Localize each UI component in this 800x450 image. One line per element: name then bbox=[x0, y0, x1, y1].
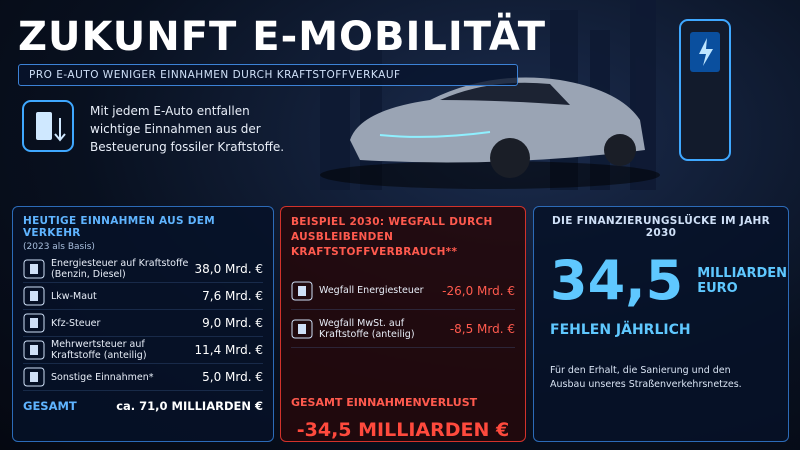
row-label: Wegfall Energiesteuer bbox=[319, 285, 424, 296]
row-value: -8,5 Mrd. € bbox=[449, 321, 515, 336]
panel-heading: HEUTIGE EINNAHMEN AUS DEM VERKEHR bbox=[23, 215, 216, 239]
gap-number: 34,5 bbox=[550, 249, 684, 312]
gap-figure: 34,5 MILLIARDEN EURO bbox=[544, 249, 788, 312]
row-value: 9,0 Mrd. € bbox=[202, 316, 263, 330]
panel-heading: BEISPIEL 2030: WEGFALL DURCH AUSBLEIBEND… bbox=[291, 216, 493, 258]
table-row: Lkw-Maut 7,6 Mrd. € bbox=[23, 283, 263, 310]
gap-note: Für den Erhalt, die Sanierung und den Au… bbox=[550, 365, 742, 390]
title: ZUKUNFT E-MOBILITÄT bbox=[18, 14, 547, 60]
table-row: Wegfall Energiesteuer -26,0 Mrd. € bbox=[291, 272, 515, 310]
table-row: Sonstige Einnahmen* 5,0 Mrd. € bbox=[23, 364, 263, 391]
table-row: Wegfall MwSt. auf Kraftstoffe (anteilig)… bbox=[291, 310, 515, 348]
row-value: -26,0 Mrd. € bbox=[442, 283, 515, 298]
fuel-icon bbox=[22, 100, 74, 152]
row-icon bbox=[291, 281, 313, 300]
intro-text: Mit jedem E-Auto entfallen wichtige Einn… bbox=[90, 104, 285, 154]
row-value: 11,4 Mrd. € bbox=[194, 343, 264, 357]
row-label: Lkw-Maut bbox=[51, 290, 97, 302]
row-icon bbox=[23, 340, 45, 360]
row-icon bbox=[23, 286, 45, 306]
total-value: ca. 71,0 MILLIARDEN € bbox=[116, 399, 263, 413]
table-row: Kfz-Steuer 9,0 Mrd. € bbox=[23, 310, 263, 337]
row-icon bbox=[23, 313, 45, 333]
today-panel: HEUTIGE EINNAHMEN AUS DEM VERKEHR (2023 … bbox=[12, 206, 274, 442]
subtitle: PRO E-AUTO WENIGER EINNAHMEN DURCH KRAFT… bbox=[18, 64, 518, 86]
row-label: Sonstige Einnahmen* bbox=[51, 371, 154, 383]
row-label: Mehrwertsteuer auf Kraftstoffe (anteilig… bbox=[51, 339, 147, 361]
panel-heading: DIE FINANZIERUNGSLÜCKE IM JAHR 2030 bbox=[552, 215, 770, 239]
row-icon bbox=[291, 319, 313, 338]
row-icon bbox=[23, 367, 45, 387]
gap-caption: FEHLEN JÄHRLICH bbox=[550, 322, 691, 338]
row-label: Kfz-Steuer bbox=[51, 317, 101, 329]
total-label: GESAMT bbox=[23, 399, 77, 413]
hero-illustration bbox=[320, 0, 731, 190]
gap-unit: MILLIARDEN EURO bbox=[697, 265, 788, 296]
gap-panel: DIE FINANZIERUNGSLÜCKE IM JAHR 2030 34,5… bbox=[533, 206, 789, 442]
row-label: Wegfall MwSt. auf Kraftstoffe (anteilig) bbox=[319, 317, 415, 340]
panel-note: (2023 als Basis) bbox=[23, 242, 95, 252]
table-row: Mehrwertsteuer auf Kraftstoffe (anteilig… bbox=[23, 337, 263, 364]
row-value: 7,6 Mrd. € bbox=[202, 289, 263, 303]
total-row: GESAMT ca. 71,0 MILLIARDEN € bbox=[23, 399, 263, 413]
today-rows: Energiesteuer auf Kraftstoffe (Benzin, D… bbox=[23, 256, 263, 391]
row-value: 5,0 Mrd. € bbox=[202, 370, 263, 384]
table-row: Energiesteuer auf Kraftstoffe (Benzin, D… bbox=[23, 256, 263, 283]
total-label: GESAMT EINNAHMENVERLUST bbox=[291, 396, 478, 409]
row-value: 38,0 Mrd. € bbox=[194, 262, 264, 276]
total-value: -34,5 MILLIARDEN € bbox=[296, 419, 510, 441]
example-panel: BEISPIEL 2030: WEGFALL DURCH AUSBLEIBEND… bbox=[280, 206, 526, 442]
row-label: Energiesteuer auf Kraftstoffe (Benzin, D… bbox=[51, 258, 189, 280]
row-icon bbox=[23, 259, 45, 279]
example-rows: Wegfall Energiesteuer -26,0 Mrd. € Wegfall… bbox=[291, 272, 515, 348]
